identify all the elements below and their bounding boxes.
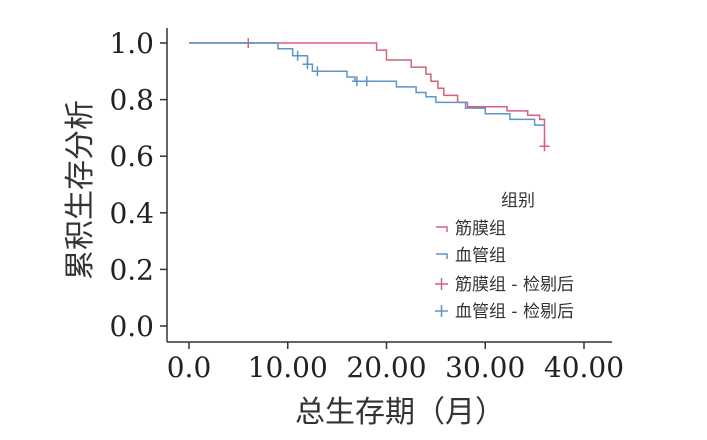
legend-label-fascia: 筋膜组 xyxy=(455,219,506,239)
y-tick-label: 0.6 xyxy=(109,140,154,173)
legend-label-fascia-censored: 筋膜组 - 检剔后 xyxy=(455,275,574,295)
censor-mark-vessel xyxy=(351,76,362,87)
y-tick-label: 0.2 xyxy=(109,253,154,286)
x-axis-ticks: 0.0 10.00 20.00 30.00 40.00 xyxy=(167,342,624,384)
legend-swatch-fascia-step xyxy=(436,226,448,232)
series-line-vessel xyxy=(189,42,545,126)
series-layer xyxy=(189,38,550,152)
censor-mark-vessel xyxy=(312,66,323,77)
x-tick-label: 20.00 xyxy=(346,351,426,384)
censor-mark-vessel xyxy=(292,50,303,61)
y-axis-ticks: 0.0 0.2 0.4 0.6 0.8 1.0 xyxy=(109,27,167,343)
censor-mark-vessel xyxy=(361,76,372,87)
legend-title: 组别 xyxy=(501,191,535,211)
y-tick-label: 0.4 xyxy=(109,197,154,230)
legend: 组别 筋膜组 血管组 筋膜组 - 检剔后 血管组 - 检剔后 xyxy=(435,191,574,322)
y-axis-title: 累积生存分析 xyxy=(63,100,98,280)
legend-swatch-fascia-censor-mark xyxy=(435,278,448,290)
legend-item-fascia-censored: 筋膜组 - 检剔后 xyxy=(435,275,574,295)
legend-label-vessel: 血管组 xyxy=(455,246,506,266)
legend-swatch-vessel-censor-mark xyxy=(435,305,448,317)
x-tick-label: 40.00 xyxy=(544,351,624,384)
censor-mark-vessel xyxy=(302,59,313,70)
legend-item-fascia: 筋膜组 xyxy=(436,219,506,239)
series-line-fascia xyxy=(189,42,546,147)
x-tick-label: 30.00 xyxy=(445,351,525,384)
x-axis-title: 总生存期（月） xyxy=(295,395,505,430)
x-tick-label: 10.00 xyxy=(248,351,328,384)
legend-swatch-vessel-step xyxy=(436,253,448,259)
censor-mark-fascia xyxy=(539,141,550,152)
y-tick-label: 1.0 xyxy=(109,27,154,60)
y-tick-label: 0.0 xyxy=(109,310,154,343)
legend-item-vessel: 血管组 xyxy=(436,246,506,266)
legend-item-vessel-censored: 血管组 - 检剔后 xyxy=(435,302,574,322)
y-tick-label: 0.8 xyxy=(109,84,154,117)
legend-label-vessel-censored: 血管组 - 检剔后 xyxy=(455,302,574,322)
x-tick-label: 0.0 xyxy=(167,351,212,384)
